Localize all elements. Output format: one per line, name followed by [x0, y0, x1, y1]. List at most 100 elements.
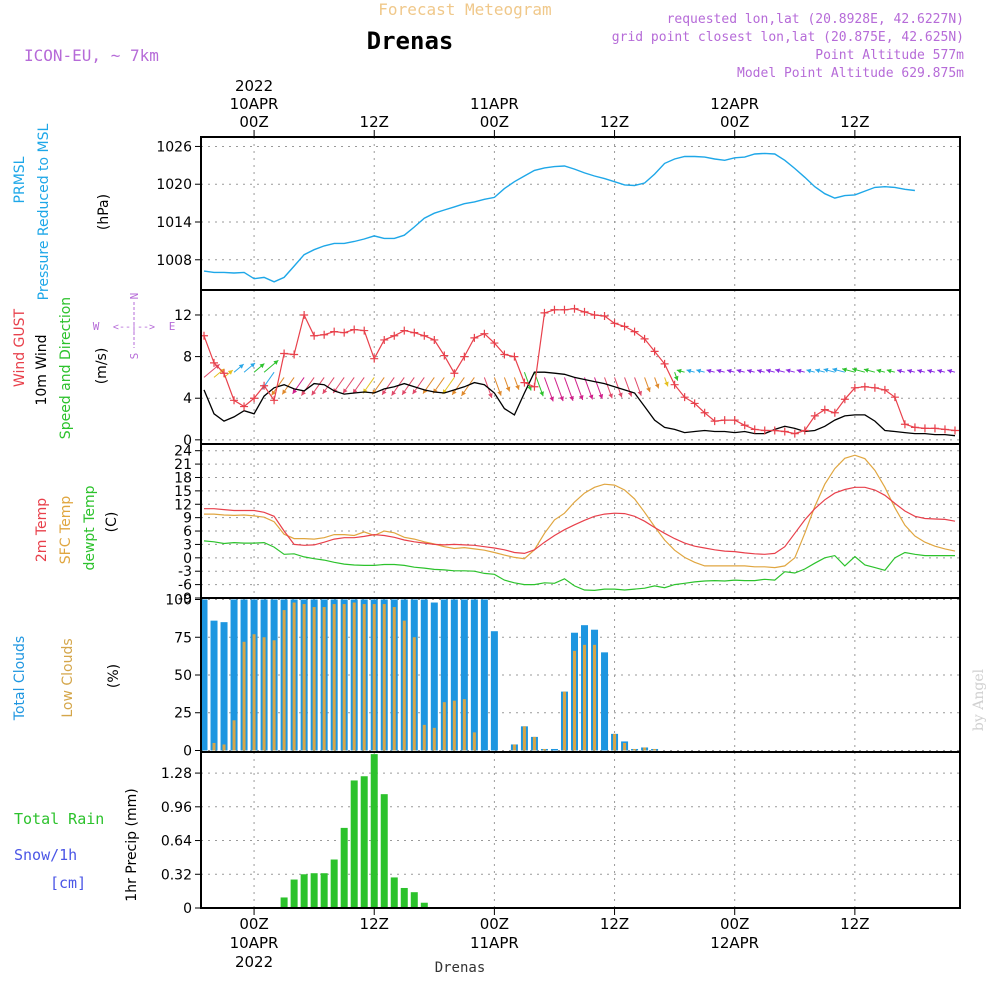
snow-unit-label: [cm]	[50, 874, 86, 892]
wind-arrow-head	[273, 360, 279, 365]
wind-gust-marker	[460, 352, 469, 361]
wind-gust-marker	[350, 325, 359, 334]
wind-gust-marker	[280, 349, 289, 358]
temp-dewpt-label: dewpt Temp	[82, 485, 98, 570]
prmsl-label: PRMSL	[12, 156, 28, 203]
rain-bar	[360, 776, 368, 908]
wind-gust-marker	[340, 328, 349, 337]
wind-gust-marker	[870, 383, 879, 392]
rain-bar	[330, 859, 338, 908]
wind-gust-marker	[770, 426, 779, 435]
wind-arrow-head	[897, 368, 902, 374]
temp-y-tick-label: 9	[183, 511, 192, 527]
low-clouds-bar	[302, 604, 306, 751]
wind-arrow-head	[823, 367, 829, 373]
wind-gust-marker	[520, 378, 529, 387]
wind-arrow-head	[907, 368, 913, 374]
low-clouds-bar	[643, 747, 647, 751]
wind-arrow-head	[238, 364, 244, 369]
wind-arrow-head	[497, 390, 502, 396]
point-altitude: Point Altitude 577m	[815, 48, 964, 63]
wind-gust-marker	[470, 333, 479, 342]
wind-arrow-head	[627, 391, 633, 397]
pressure-y-tick-label: 1020	[156, 177, 192, 193]
wind-gust-marker	[370, 354, 379, 363]
temp-y-tick-label: 6	[183, 524, 192, 540]
low-clouds-bar	[512, 744, 516, 751]
wind-gust-marker	[830, 408, 839, 417]
wind-gust-marker	[620, 322, 629, 331]
low-clouds-bar	[372, 604, 376, 751]
wind-arrow-head	[227, 370, 233, 375]
low-clouds-bar	[412, 637, 416, 751]
temp-sfc-label: SFC Temp	[58, 496, 74, 565]
temp-y-tick-label: 15	[174, 484, 192, 500]
wind-gust-marker	[440, 351, 449, 360]
clouds-panel: 0 25 50 75 100	[165, 593, 961, 759]
low-clouds-bar	[252, 634, 256, 751]
wind-gust-marker	[950, 426, 959, 435]
wind-arrow-head	[696, 368, 702, 374]
low-clouds-bar	[392, 607, 396, 751]
rain-bar	[420, 902, 428, 908]
low-clouds-bar	[542, 748, 546, 751]
wind-arrow-head	[402, 389, 407, 395]
temp-y-tick-label: 21	[174, 457, 192, 473]
wind-gust-marker	[780, 427, 789, 436]
wind-gust-marker	[940, 425, 949, 434]
wind-gust-marker	[240, 402, 249, 411]
wind-gust-marker	[220, 369, 229, 378]
top-time-label: 00Z	[480, 113, 509, 131]
low-clouds-bar	[653, 748, 657, 751]
temp-y-tick-label: 18	[174, 470, 192, 486]
wind-arrow-head	[832, 367, 838, 373]
wind-gust-marker	[480, 329, 489, 338]
temp-y-tick-label: -3	[178, 564, 192, 580]
wind-gust-marker	[310, 331, 319, 340]
wind-10m-line	[203, 371, 956, 437]
wind-arrow-head	[391, 390, 397, 396]
temp-2m-line	[204, 486, 956, 555]
wind-gust-marker	[400, 326, 409, 335]
pressure-line	[203, 152, 915, 283]
grid-point-coords: grid point closest lon,lat (20.875E, 42.…	[612, 30, 964, 45]
precip-y-tick-label: 0.32	[161, 867, 192, 883]
total-clouds-bar	[210, 620, 218, 751]
bottom-time-label: 10APR	[230, 934, 279, 952]
wind-arrow-head	[947, 368, 953, 374]
temp-y-tick-label: -9	[178, 591, 192, 607]
low-clouds-bar	[633, 748, 637, 751]
total-clouds-bar	[550, 748, 558, 751]
location-title: Drenas	[367, 27, 454, 55]
top-title: Forecast Meteogram	[378, 0, 551, 19]
low-clouds-bar	[452, 700, 456, 751]
wind-gust-marker	[900, 420, 909, 429]
rain-bar	[280, 897, 288, 908]
pressure-y-tick-label: 1014	[156, 215, 192, 231]
wind-gust-marker	[890, 393, 899, 402]
low-clouds-bar	[292, 602, 296, 751]
low-clouds-bar	[572, 650, 576, 751]
low-clouds-bar	[282, 610, 286, 751]
top-time-label: 00Z	[720, 113, 749, 131]
bottom-time-label: 11APR	[470, 934, 519, 952]
temp-sfc-line	[204, 454, 956, 569]
snow-label: Snow/1h	[14, 846, 77, 864]
wind-arrow-head	[863, 368, 869, 373]
wind-gust-marker	[300, 310, 309, 319]
total-clouds-bar	[470, 599, 478, 751]
wind-gust-marker	[420, 331, 429, 340]
total-clouds-bar	[420, 599, 428, 751]
rain-bar	[290, 879, 298, 908]
total-clouds-bar	[490, 631, 498, 751]
wind-arrow-head	[676, 368, 682, 374]
low-clouds-bar	[232, 720, 236, 751]
wind-gust-marker	[490, 339, 499, 348]
rain-bar	[320, 873, 328, 908]
wind-arrow-head	[664, 381, 669, 387]
wind-gust-marker	[590, 310, 599, 319]
precip-y-tick-label: 0.64	[161, 834, 192, 850]
total-clouds-bar	[440, 599, 448, 751]
wind-gust-marker	[750, 425, 759, 434]
